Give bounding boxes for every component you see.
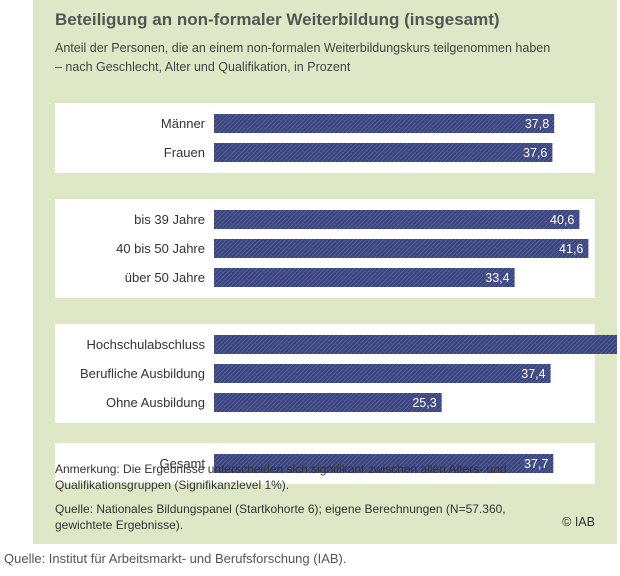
group-band — [55, 103, 595, 173]
bar — [214, 210, 580, 229]
value-label: 37,6 — [523, 146, 547, 160]
bar — [214, 114, 555, 133]
bar — [214, 143, 553, 162]
chart-title: Beteiligung an non-formaler Weiterbildun… — [55, 10, 500, 29]
chart-panel: Beteiligung an non-formaler Weiterbildun… — [33, 0, 617, 544]
bar — [214, 335, 617, 354]
bar-chart: Männer 37,8 Frauen 37,6 bis 39 Jahre 40,6 40 b… — [55, 103, 617, 484]
value-label: 33,4 — [485, 271, 509, 285]
category-label: Männer — [161, 116, 206, 131]
value-label: 40,6 — [550, 213, 574, 227]
value-label: 37,8 — [525, 117, 549, 131]
bar — [214, 239, 589, 258]
category-label: Berufliche Ausbildung — [80, 366, 205, 381]
bar — [214, 393, 442, 412]
category-label: 40 bis 50 Jahre — [116, 241, 205, 256]
bar — [214, 454, 554, 473]
chart-subtitle: Anteil der Personen, die an einem non-fo… — [55, 41, 551, 74]
chart-note: Anmerkung: Die Ergebnisse unterscheiden … — [55, 462, 507, 492]
category-label: bis 39 Jahre — [134, 212, 205, 227]
category-label: Ohne Ausbildung — [106, 395, 205, 410]
bar — [214, 268, 515, 287]
category-label: Hochschulabschluss — [86, 337, 205, 352]
category-label: Frauen — [164, 145, 205, 160]
copyright-label: © IAB — [562, 515, 595, 529]
category-label: Gesamt — [159, 456, 205, 471]
chart-source: Quelle: Nationales Bildungspanel (Startk… — [55, 502, 506, 532]
value-label: 37,4 — [521, 367, 545, 381]
value-label: 37,7 — [524, 457, 548, 471]
value-label: 25,3 — [412, 396, 436, 410]
value-label: 41,6 — [559, 242, 583, 256]
category-label: über 50 Jahre — [125, 270, 205, 285]
bar — [214, 364, 551, 383]
footer-source: Quelle: Institut für Arbeitsmarkt- und B… — [4, 551, 347, 566]
